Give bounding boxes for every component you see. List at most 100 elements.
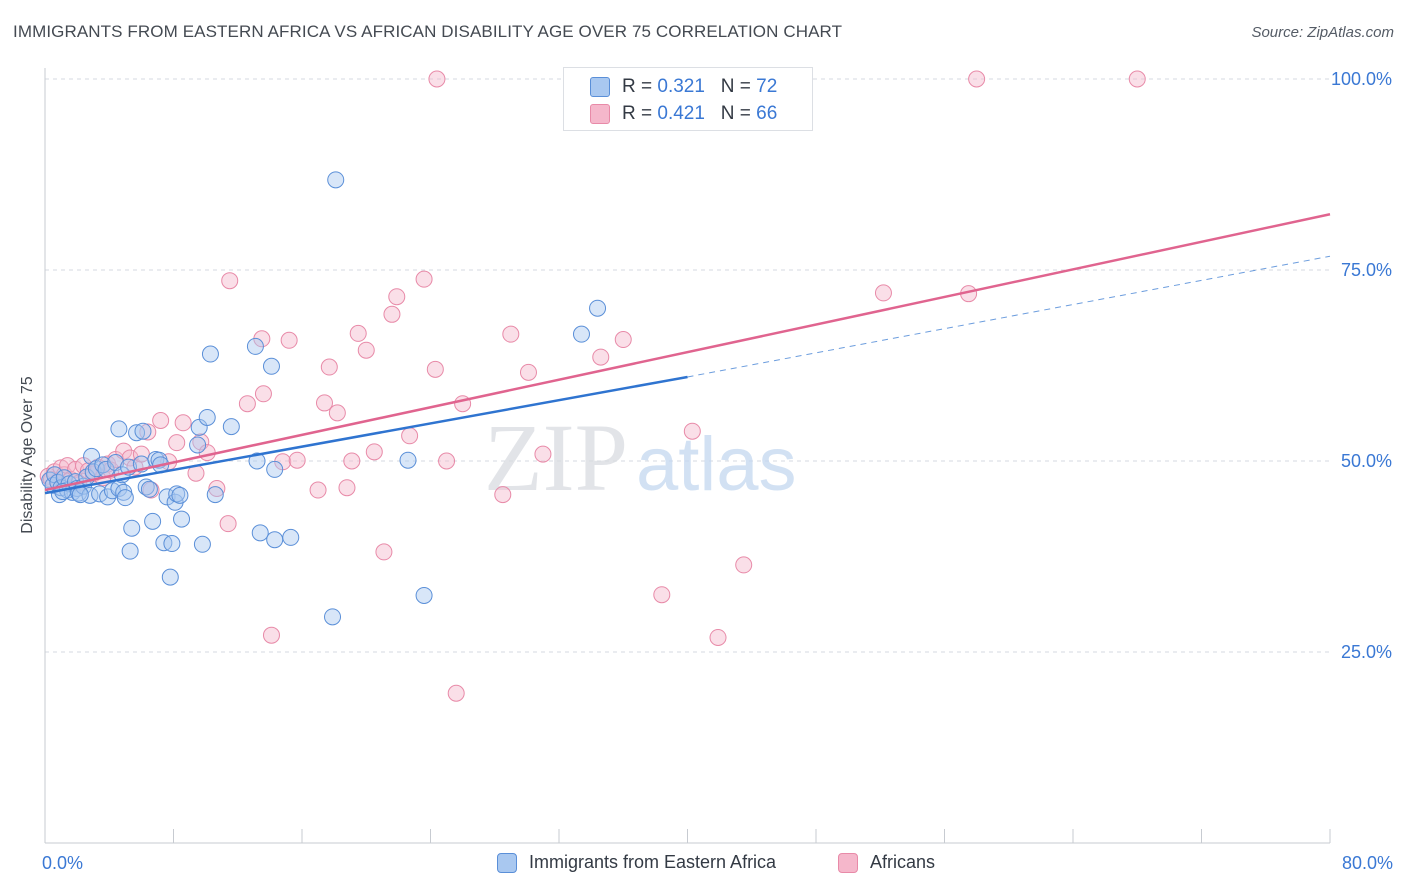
source-label: Source: ZipAtlas.com [1251,24,1394,41]
legend-label: Africans [870,852,936,872]
y-tick-label: 25.0% [1341,642,1392,662]
data-point [589,299,607,317]
stats-swatch-blue [590,77,610,97]
stats-n-label: N = [720,76,757,97]
data-point [116,489,134,507]
data-point [71,486,89,504]
data-point [219,515,237,533]
data-point [572,325,590,343]
axes [44,68,1331,844]
data-point [144,512,162,530]
data-point [614,331,632,349]
data-point [282,528,300,546]
stats-row-africans: R = 0.421 N = 66 [564,100,814,128]
data-point [327,171,345,189]
data-point [592,348,610,366]
data-point [874,284,892,302]
data-point [152,412,170,430]
trend-lines [44,213,1331,495]
data-point [288,451,306,469]
watermark-atlas: atlas [636,422,797,507]
data-point [494,486,512,504]
y-axis-label: Disability Age Over 75 [19,376,36,534]
legend-swatch-blue [497,852,517,873]
data-point [438,452,456,470]
x-tick-label-min: 0.0% [42,853,83,873]
data-point [968,70,986,88]
data-point [140,480,158,498]
trend-line-africans [44,213,1331,492]
data-point [309,481,327,499]
stats-n-value: 72 [756,76,778,97]
data-point [415,586,433,604]
data-point [206,486,224,504]
data-point [365,443,383,461]
stats-r-label: R = [622,103,658,124]
data-point [142,481,160,499]
data-point [653,586,671,604]
data-point [173,510,191,528]
data-point [128,424,146,442]
trend-line-eastern-africa [44,375,688,495]
y-tick-label: 100.0% [1331,69,1392,89]
watermark: ZIP atlas [484,404,797,511]
data-point [174,414,192,432]
series-africans-points [39,70,1146,702]
chart-title: IMMIGRANTS FROM EASTERN AFRICA VS AFRICA… [13,22,843,41]
data-point [375,543,393,561]
data-point [254,385,272,403]
stats-n-value: 66 [756,103,778,124]
data-point [280,331,298,349]
data-point [502,325,520,343]
data-point [123,519,141,537]
data-point [709,628,727,646]
chart-legend: Immigrants from Eastern Africa Africans [0,852,1406,878]
stats-r-value: 0.421 [657,103,705,124]
data-point [246,337,264,355]
data-point [401,427,419,445]
data-point [357,341,375,359]
data-point [262,626,280,644]
data-point [1128,70,1146,88]
data-point [415,270,433,288]
data-point [519,363,537,381]
data-point [168,434,186,452]
data-point [201,345,219,363]
data-point [383,305,401,323]
legend-item-africans[interactable]: Africans [838,852,935,873]
data-point [343,452,361,470]
data-point [110,420,128,438]
trend-extension-eastern-africa [687,255,1331,378]
stats-swatch-pink [590,104,610,124]
data-point [262,357,280,375]
legend-item-eastern-africa[interactable]: Immigrants from Eastern Africa [497,852,776,873]
data-point [534,445,552,463]
watermark-zip: ZIP [484,404,628,511]
data-point [349,324,367,342]
stats-legend: R = 0.321 N = 72 R = 0.421 N = 66 [563,67,813,131]
data-point [428,70,446,88]
stats-row-eastern-africa: R = 0.321 N = 72 [564,73,814,101]
data-point [251,524,269,542]
data-point [315,394,333,412]
y-tick-label: 50.0% [1341,451,1392,471]
data-point [266,460,284,478]
data-point [161,568,179,586]
data-point [447,684,465,702]
tick-labels: 25.0% 50.0% 75.0% 100.0% 0.0% 80.0% [42,69,1393,873]
stats-r-value: 0.321 [657,76,705,97]
data-point [134,422,152,440]
legend-label: Immigrants from Eastern Africa [529,852,777,872]
data-point [121,542,139,560]
data-point [192,433,210,451]
data-point [328,404,346,422]
data-point [388,288,406,306]
data-point [198,408,216,426]
data-point [735,556,753,574]
x-tick-label-max: 80.0% [1342,853,1393,873]
legend-swatch-pink [838,852,858,873]
data-point [248,452,266,470]
data-point [222,418,240,436]
stats-r-label: R = [622,76,658,97]
